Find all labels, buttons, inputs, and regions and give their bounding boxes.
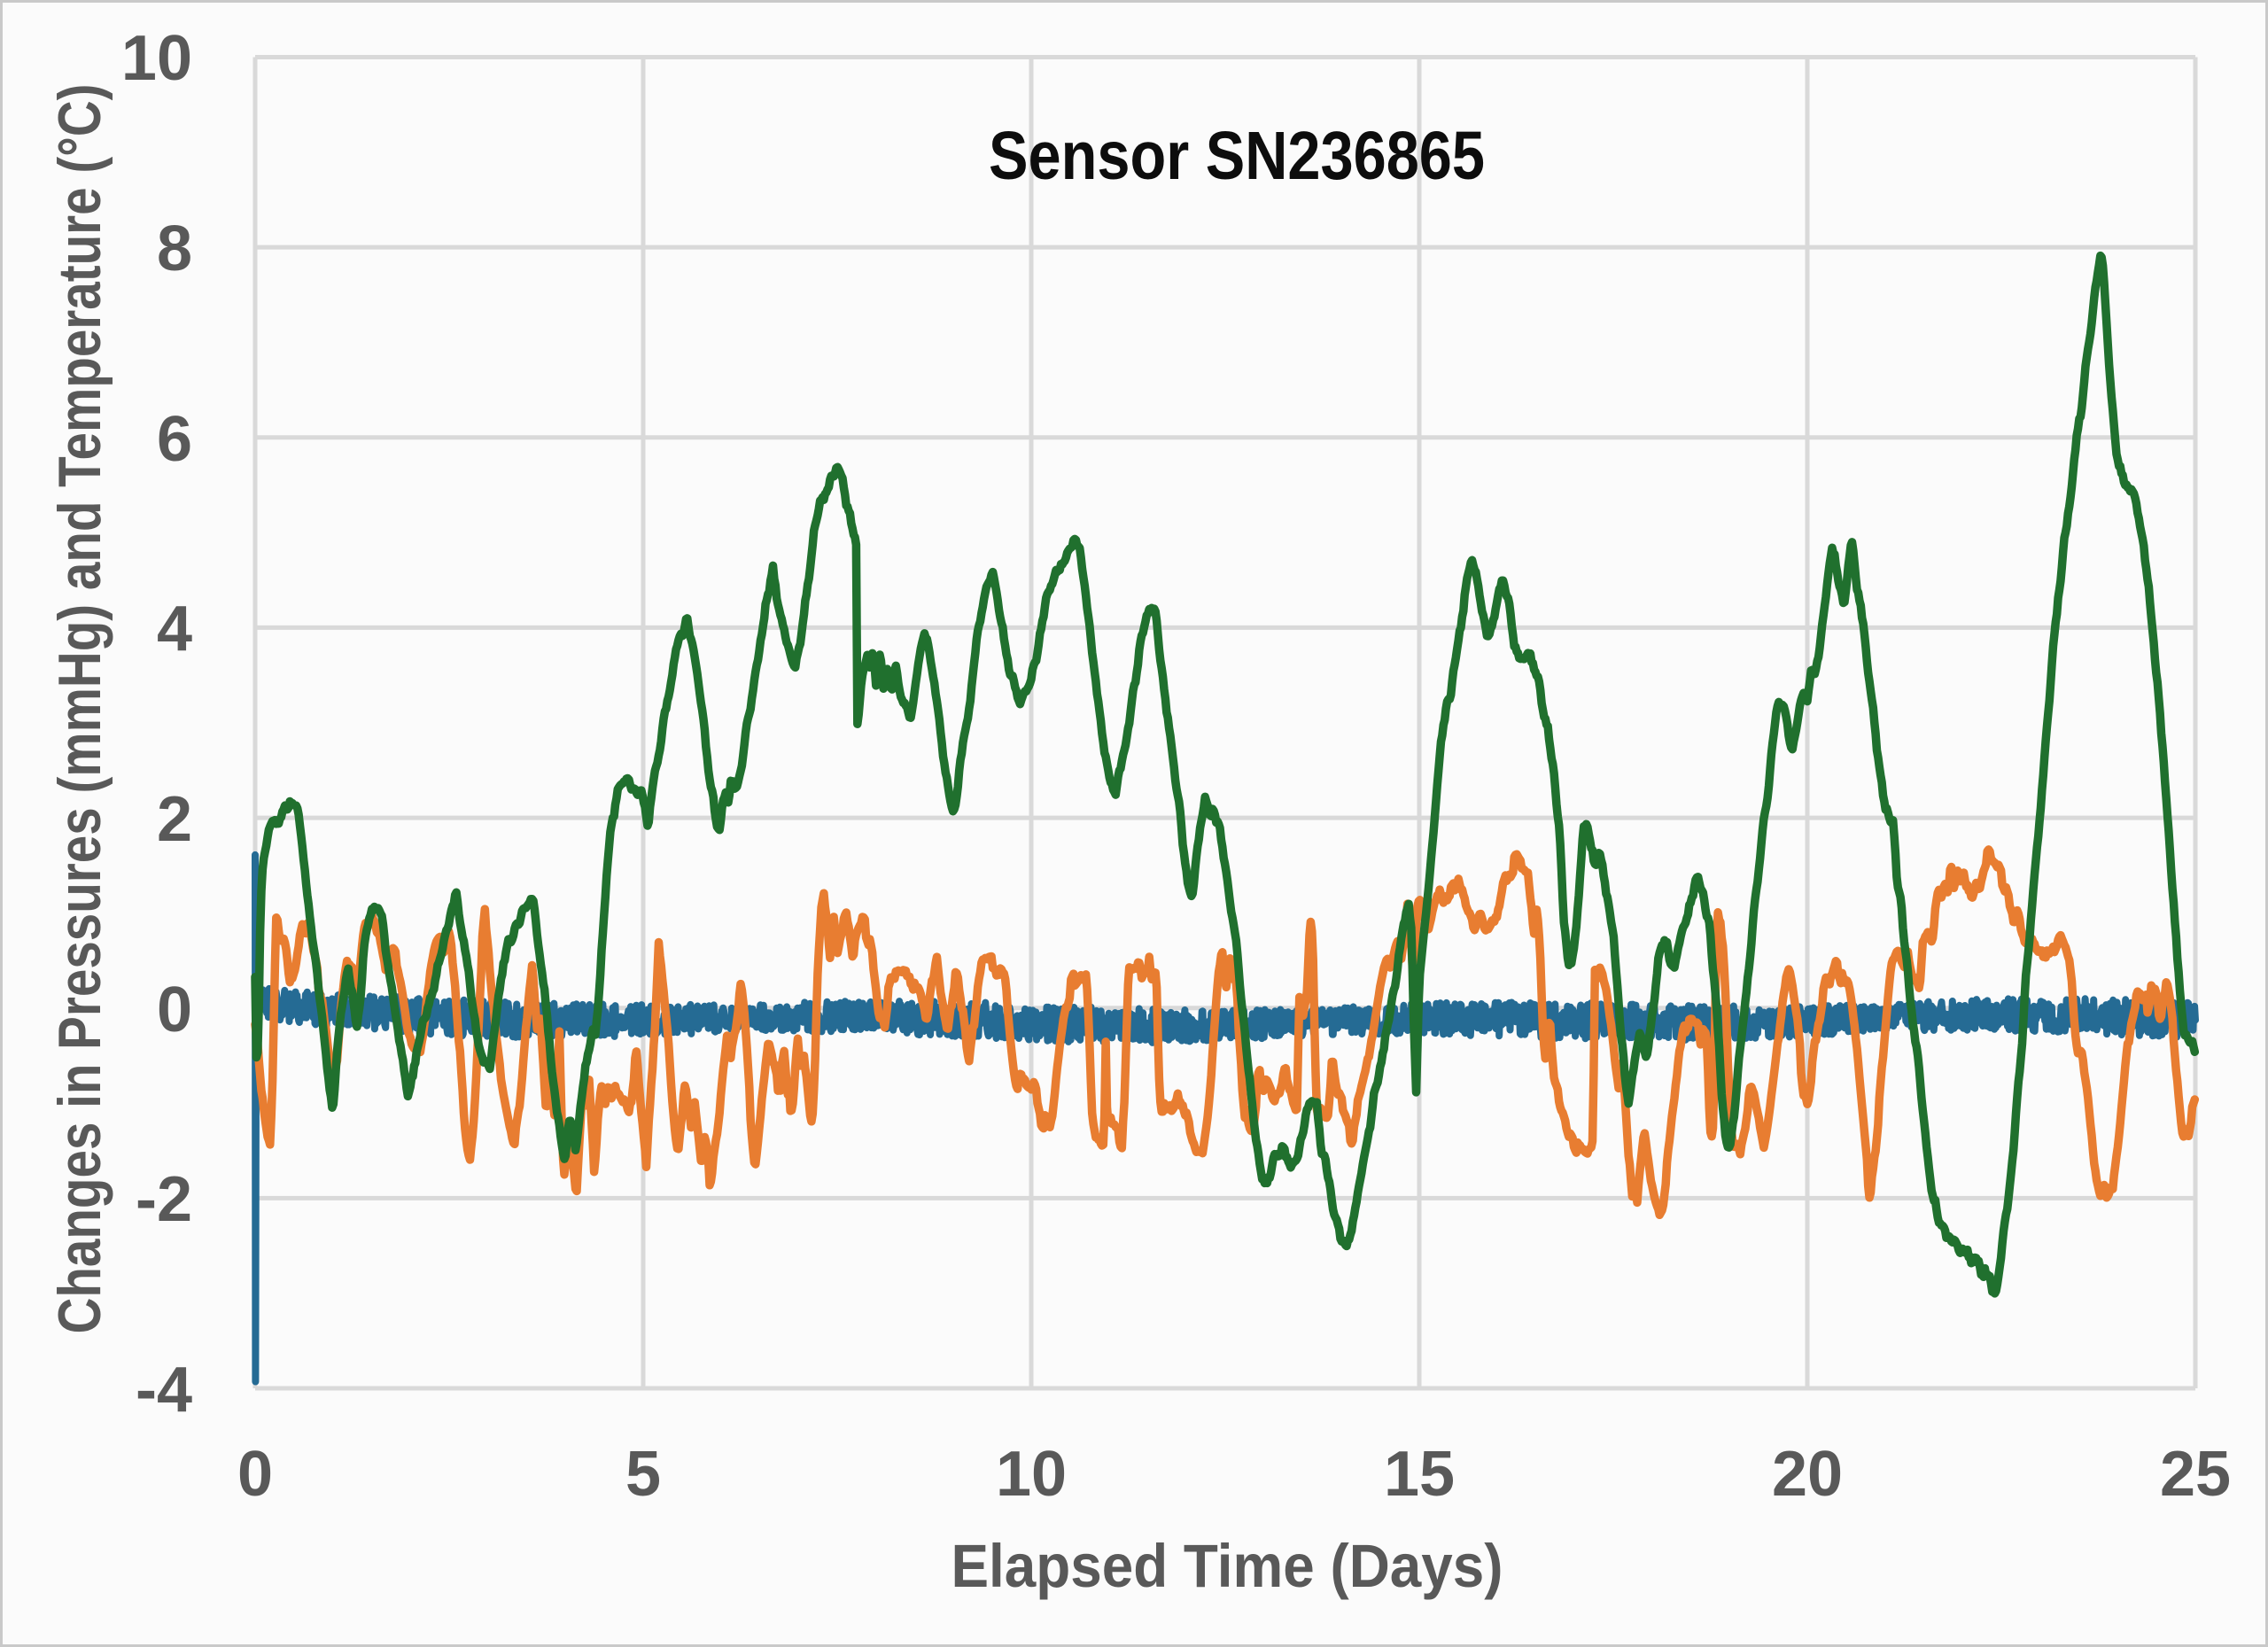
svg-text:25: 25 [2160, 1439, 2231, 1510]
svg-text:8: 8 [157, 214, 192, 284]
svg-text:0: 0 [237, 1439, 273, 1510]
svg-text:2: 2 [157, 784, 192, 855]
svg-text:15: 15 [1384, 1439, 1455, 1510]
svg-text:6: 6 [157, 404, 192, 475]
svg-text:10: 10 [996, 1439, 1067, 1510]
svg-text:4: 4 [157, 594, 192, 664]
svg-text:Elapsed Time (Days): Elapsed Time (Days) [951, 1532, 1503, 1600]
svg-text:0: 0 [157, 975, 192, 1045]
svg-text:5: 5 [625, 1439, 661, 1510]
svg-text:-2: -2 [136, 1164, 192, 1235]
svg-text:Changes in Pressures (mmHg) a: Changes in Pressures (mmHg) and Temperat… [46, 84, 113, 1334]
svg-text:20: 20 [1772, 1439, 1843, 1510]
svg-text:10: 10 [121, 23, 192, 94]
svg-text:Sensor SN236865: Sensor SN236865 [989, 118, 1485, 194]
svg-text:-4: -4 [136, 1355, 192, 1426]
